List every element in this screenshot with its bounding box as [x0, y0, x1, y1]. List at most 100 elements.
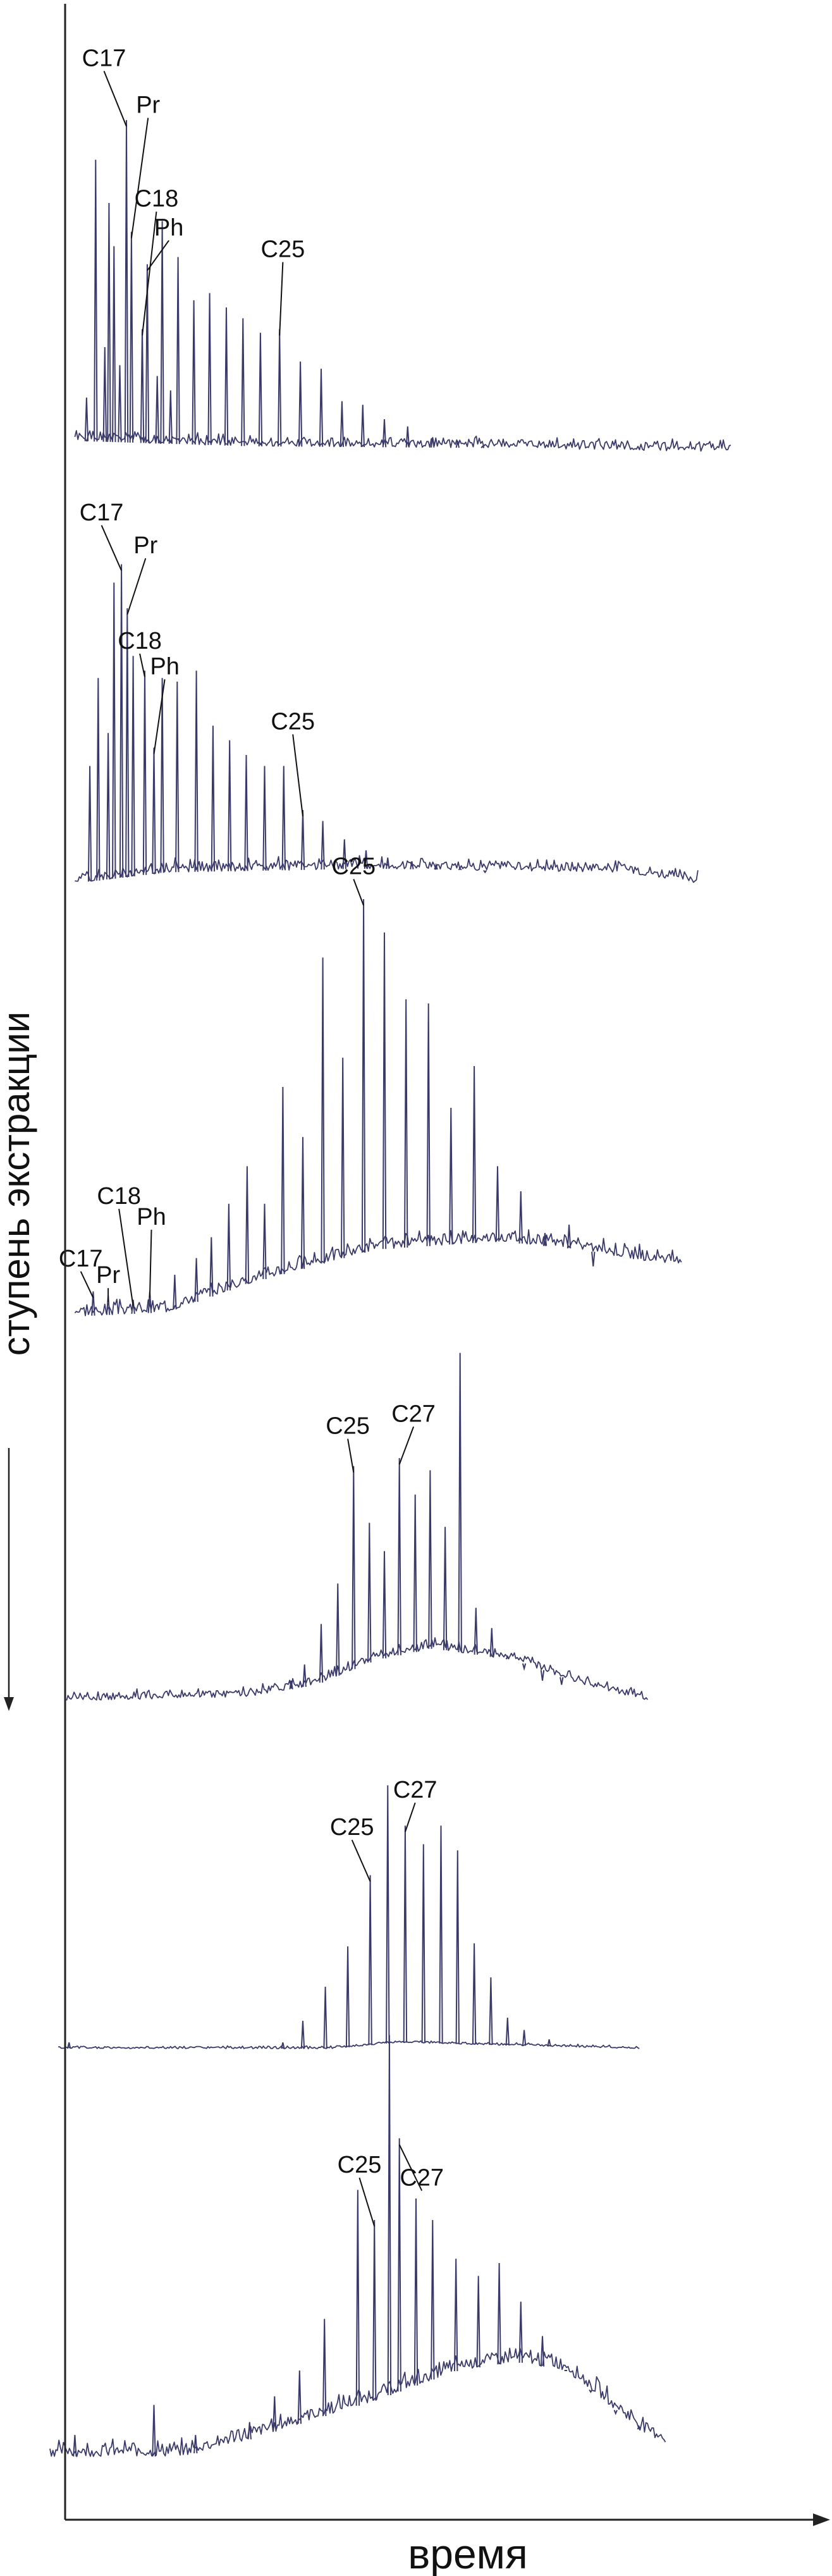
- chromatogram-peak: [102, 347, 107, 442]
- chromatogram-peak: [431, 2219, 435, 2380]
- chromatogram-peak: [540, 2336, 545, 2367]
- chromatogram-peak: [300, 809, 305, 870]
- peak-label-leader: [358, 2177, 376, 2227]
- chromatogram-peak: [258, 333, 263, 446]
- chromatogram-peak: [497, 2262, 501, 2365]
- chromatogram-peak: [458, 1352, 462, 1653]
- chromatogram-peak: [194, 670, 199, 872]
- chromatogram-panel-5: C25 C27: [58, 1777, 640, 2049]
- chromatogram-peak: [505, 1655, 510, 1660]
- extraction-direction-arrowhead: [4, 1697, 14, 1711]
- chromatogram-panels: C17PrC18PhC25C17PrC18PhC25C17PrC18PhC25C…: [49, 45, 731, 2457]
- peak-label: C27: [400, 2165, 444, 2192]
- chromatogram-peak: [403, 1825, 408, 2043]
- chromatogram-peak: [281, 766, 286, 871]
- chromatogram-peak: [160, 221, 164, 444]
- chromatogram-peak: [94, 159, 98, 442]
- chromatogram-peak: [262, 766, 267, 871]
- chromatogram-peak: [405, 426, 410, 448]
- chromatogram-peak: [106, 733, 111, 880]
- peak-label: C25: [261, 236, 305, 263]
- chromatogram-peak: [439, 1825, 443, 2044]
- chromatogram-peak: [404, 999, 408, 1248]
- chromatogram-peak: [300, 2020, 305, 2049]
- chromatogram-peak: [364, 850, 369, 869]
- peak-label: C27: [393, 1777, 437, 1803]
- chromatogram-peak: [152, 2405, 156, 2457]
- chromatogram-peak: [226, 1203, 231, 1291]
- chromatogram-peak: [505, 2017, 510, 2045]
- chromatogram-peak: [300, 1137, 305, 1269]
- chromatogram-peak: [142, 670, 147, 875]
- chromatogram-peak: [281, 2042, 285, 2049]
- peak-label-leader: [147, 240, 169, 271]
- chromatogram-peak: [96, 678, 101, 881]
- chromatogram-peak: [323, 1986, 327, 2049]
- chromatogram-peak: [272, 2396, 277, 2432]
- peak-label-leader: [101, 525, 123, 571]
- chromatogram-peak: [119, 564, 124, 878]
- peak-label-leader: [142, 211, 157, 336]
- chromatogram-peak: [228, 740, 232, 871]
- chromatogram-peak: [289, 1680, 293, 1690]
- peak-label: C25: [331, 853, 376, 880]
- chromatogram-peak: [118, 365, 122, 443]
- chromatogram-peak: [518, 1191, 523, 1244]
- chromatogram-peak: [124, 120, 129, 443]
- chromatogram-peak: [112, 246, 116, 443]
- chromatogram-peak: [176, 257, 180, 445]
- chromatogram-peak: [67, 2042, 71, 2049]
- chromatogram-peak: [321, 821, 325, 870]
- chromatogram-peak: [613, 2410, 618, 2415]
- peak-label-leader: [130, 118, 149, 238]
- chromatogram-peak: [321, 957, 325, 1264]
- chromatogram-trace: [75, 855, 699, 883]
- chromatogram-peak: [443, 1526, 448, 1650]
- chromatogram-peak: [386, 857, 390, 869]
- x-axis-title: время: [408, 2530, 528, 2576]
- chromatogram-trace: [49, 2347, 666, 2457]
- chromatogram-peak: [155, 376, 159, 444]
- chromatogram-peak: [298, 361, 303, 447]
- chromatogram-peak: [483, 869, 487, 874]
- peak-label-leader: [292, 734, 303, 817]
- chromatogram-peak: [522, 2030, 527, 2046]
- peak-label: C27: [391, 1401, 436, 1427]
- chromatogram-peak: [489, 1977, 493, 2045]
- chromatogram-peak: [224, 307, 229, 446]
- chromatogram-peak: [245, 1166, 250, 1284]
- chromatogram-peak: [168, 390, 173, 444]
- chromatogram-peak: [560, 1677, 564, 1685]
- chromatogram-peak: [368, 1875, 372, 2045]
- peak-label: C18: [135, 186, 179, 212]
- chromatogram-peak: [87, 766, 92, 882]
- chromatogram-peak: [589, 2389, 593, 2393]
- chromatogram-peak: [355, 2190, 360, 2406]
- chromatogram-panel-4: C25 C27: [66, 1352, 649, 1701]
- peak-label-leader: [149, 1229, 152, 1298]
- chromatogram-peak: [131, 656, 135, 876]
- chromatogram-peak: [386, 1785, 390, 2044]
- chromatogram-peak: [382, 932, 387, 1249]
- chromatogram-peak: [387, 2035, 392, 2396]
- chromatogram-peak: [125, 608, 130, 878]
- peak-label: C25: [271, 708, 315, 735]
- chromatogram-peak: [140, 329, 145, 443]
- chromatogram-trace: [74, 1229, 682, 1316]
- peak-label: C18: [118, 628, 162, 654]
- chromatogram-peak: [207, 293, 212, 445]
- chromatogram-peak: [278, 329, 282, 447]
- chromatogram-peak: [426, 1003, 431, 1246]
- chromatogram-peak: [455, 441, 460, 448]
- peak-label: C17: [82, 45, 126, 71]
- chromatogram-peak: [472, 1065, 477, 1243]
- chromatogram-peak: [361, 899, 366, 1253]
- chromatogram-trace: [66, 1637, 649, 1701]
- chromatogram-peak: [73, 2434, 77, 2457]
- chromatogram-peak: [173, 1274, 177, 1309]
- chromatogram-peak: [360, 405, 365, 448]
- chromatogram-peak: [547, 2039, 551, 2047]
